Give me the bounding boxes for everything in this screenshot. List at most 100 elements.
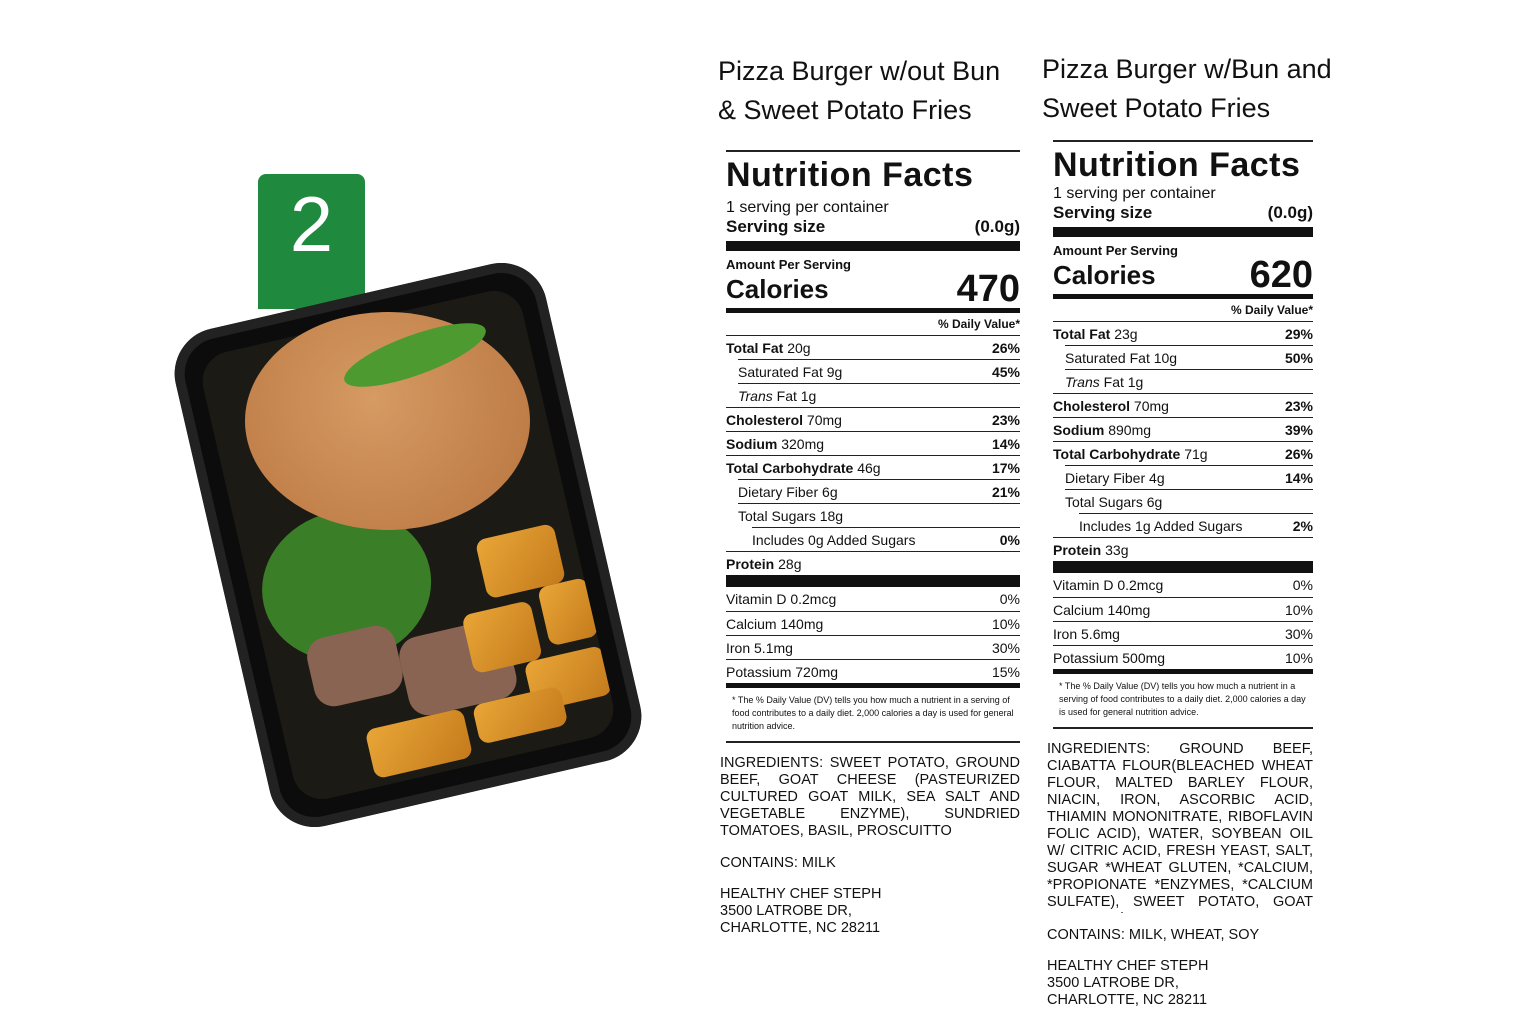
nutrient-row: Trans Fat 1g	[738, 383, 1020, 407]
manufacturer-address: HEALTHY CHEF STEPH 3500 LATROBE DR, CHARLO…	[720, 886, 1020, 937]
vitamin-row: Calcium 140mg 10%	[726, 611, 1020, 635]
nutrient-amount: 6g	[822, 483, 838, 500]
address-line: HEALTHY CHEF STEPH	[720, 886, 882, 902]
nutrient-row: Sodium 890mg 39%	[1053, 417, 1313, 441]
nutrient-name: Includes 1g Added Sugars	[1079, 517, 1243, 534]
nutrient-amount: 20g	[787, 339, 811, 356]
nutrient-dv: 23%	[991, 411, 1020, 428]
nutrient-amount: 70mg	[1133, 397, 1169, 414]
nutrient-name: Includes 0g Added Sugars	[752, 531, 916, 548]
vitamin-dv: 30%	[1284, 625, 1313, 642]
nutrient-row: Total Fat 20g 26%	[726, 335, 1020, 359]
nutrient-amount: 6g	[1146, 493, 1163, 510]
vitamin-row: Vitamin D 0.2mcg 0%	[726, 587, 1020, 611]
nutrient-amount: 28g	[778, 555, 802, 572]
daily-value-header: % Daily Value*	[937, 317, 1020, 331]
nutrient-amount: 4g	[1149, 469, 1165, 486]
vitamin-row: Iron 5.6mg 30%	[1053, 621, 1313, 645]
nutrient-row: Total Sugars 6g	[1065, 489, 1313, 513]
nutrient-amount: Fat 1g	[1103, 373, 1144, 390]
vitamin-dv: 10%	[1284, 601, 1313, 618]
calories-label: Calories	[1053, 260, 1156, 290]
address-line: 3500 LATROBE DR,	[1047, 975, 1179, 991]
nutrient-amount: 10g	[1153, 349, 1178, 366]
vitamin-name: Iron 5.1mg	[726, 639, 793, 656]
nutrient-row: Total Fat 23g 29%	[1053, 321, 1313, 345]
nutrient-row: Total Sugars 18g	[738, 503, 1020, 527]
vitamin-dv: 30%	[991, 639, 1020, 656]
nutrient-dv: 26%	[991, 339, 1020, 356]
address-line: HEALTHY CHEF STEPH	[1047, 958, 1209, 974]
nutrient-row: Includes 1g Added Sugars 2%	[1079, 513, 1313, 537]
nutrient-amount: 18g	[819, 507, 844, 524]
nutrient-row: Cholesterol 70mg 23%	[726, 407, 1020, 431]
serving-size-label: Serving size	[1053, 203, 1153, 222]
nutrient-row: Dietary Fiber 4g 14%	[1065, 465, 1313, 489]
allergens: CONTAINS: MILK	[720, 855, 836, 871]
nutrient-name: Cholesterol	[726, 411, 804, 428]
nutrition-facts-heading: Nutrition Facts	[726, 150, 1020, 195]
manufacturer-address: HEALTHY CHEF STEPH 3500 LATROBE DR, CHARLO…	[1047, 958, 1313, 1009]
nutrient-name: Sodium	[1053, 421, 1105, 438]
nutrient-row: Trans Fat 1g	[1065, 369, 1313, 393]
nutrient-dv: 26%	[1284, 445, 1313, 462]
product-title: Pizza Burger w/out Bun & Sweet Potato Fri…	[718, 52, 1000, 130]
ingredients: INGREDIENTS: SWEET POTATO, GROUND BEEF, …	[720, 755, 1020, 839]
vitamin-name: Iron 5.6mg	[1053, 625, 1120, 642]
nutrient-name: Dietary Fiber	[1065, 469, 1146, 486]
ingredients: INGREDIENTS: GROUND BEEF, CIABATTA FLOUR…	[1047, 741, 1313, 913]
address-line: CHARLOTTE, NC 28211	[1047, 992, 1208, 1008]
nutrient-name: Saturated Fat	[1065, 349, 1150, 366]
nutrient-dv: 14%	[1284, 469, 1313, 486]
nutrient-name: Saturated Fat	[738, 363, 823, 380]
nutrient-name: Trans	[1065, 373, 1100, 390]
vitamin-row: Calcium 140mg 10%	[1053, 597, 1313, 621]
nutrient-amount: 890mg	[1108, 421, 1152, 438]
nutrient-row: Total Carbohydrate 46g 17%	[726, 455, 1020, 479]
vitamin-row: Potassium 500mg 10%	[1053, 645, 1313, 669]
nutrient-dv: 29%	[1284, 325, 1313, 342]
daily-value-header: % Daily Value*	[1230, 303, 1313, 317]
serving-size: (0.0g)	[1267, 203, 1313, 222]
nutrient-dv: 39%	[1284, 421, 1313, 438]
nutrient-amount: 320mg	[781, 435, 825, 452]
vitamin-dv: 15%	[991, 663, 1020, 680]
title-line: Pizza Burger w/out Bun	[718, 56, 1001, 86]
servings: 1 serving per container	[726, 199, 889, 216]
item-number-badge: 2	[258, 174, 365, 309]
nutrient-row: Protein 28g	[726, 551, 1020, 575]
vitamin-row: Vitamin D 0.2mcg 0%	[1053, 573, 1313, 597]
nutrient-name: Dietary Fiber	[738, 483, 819, 500]
nutrient-row: Saturated Fat 10g 50%	[1065, 345, 1313, 369]
nutrient-dv: 50%	[1284, 349, 1313, 366]
nutrient-name: Total Carbohydrate	[1053, 445, 1181, 462]
nutrient-amount: 71g	[1184, 445, 1208, 462]
nutrient-row: Includes 0g Added Sugars 0%	[752, 527, 1020, 551]
vitamin-name: Calcium 140mg	[726, 615, 824, 632]
amount-per-serving: Amount Per Serving	[726, 257, 851, 272]
nutrient-row: Protein 33g	[1053, 537, 1313, 561]
address-line: CHARLOTTE, NC 28211	[720, 920, 881, 936]
nutrient-amount: 9g	[826, 363, 843, 380]
nutrient-name: Total Sugars	[738, 507, 816, 524]
vitamin-dv: 0%	[999, 591, 1020, 607]
nutrient-amount: 33g	[1105, 541, 1129, 558]
vitamin-name: Potassium 500mg	[1053, 649, 1166, 666]
vitamin-dv: 10%	[991, 615, 1020, 632]
nutrient-name: Sodium	[726, 435, 778, 452]
nutrient-amount: 46g	[857, 459, 881, 476]
nutrition-label: Nutrition Facts 1 serving per container …	[720, 150, 1020, 937]
serving-size-label: Serving size	[726, 217, 826, 236]
vitamin-name: Vitamin D 0.2mcg	[1053, 577, 1164, 593]
title-line: Sweet Potato Fries	[1042, 93, 1271, 123]
nutrient-dv: 21%	[991, 483, 1020, 500]
amount-per-serving: Amount Per Serving	[1053, 243, 1178, 258]
footnote: * The % Daily Value (DV) tells you how m…	[726, 688, 1020, 743]
title-line: & Sweet Potato Fries	[718, 95, 972, 125]
nutrient-row: Cholesterol 70mg 23%	[1053, 393, 1313, 417]
nutrient-dv: 17%	[991, 459, 1020, 476]
vitamin-dv: 0%	[1292, 577, 1313, 593]
nutrient-name: Protein	[1053, 541, 1102, 558]
calories-value: 620	[1249, 254, 1313, 296]
product-title: Pizza Burger w/Bun and Sweet Potato Fries	[1042, 50, 1332, 128]
